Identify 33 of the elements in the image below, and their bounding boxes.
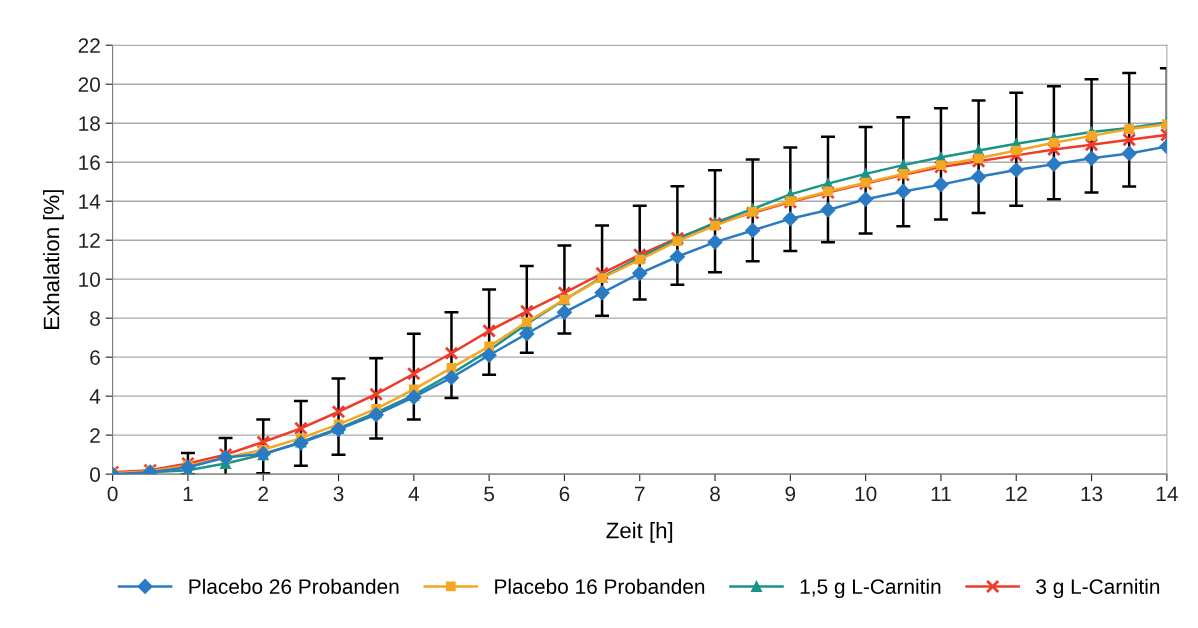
legend-label: 3 g L-Carnitin bbox=[1036, 578, 1160, 599]
legend-label: Placebo 26 Probanden bbox=[189, 578, 399, 594]
legend-label: Placebo 16 Probanden bbox=[495, 578, 705, 594]
x-tick-label: 9 bbox=[785, 486, 796, 502]
legend-label: 1,5 g L-Carnitin bbox=[800, 578, 941, 599]
y-tick-label: 22 bbox=[78, 38, 100, 53]
y-tick-label: 0 bbox=[90, 467, 100, 482]
y-axis-title: Exhalation [%] bbox=[43, 190, 64, 329]
y-tick-label: 8 bbox=[90, 311, 100, 326]
x-tick-label: 12 bbox=[1006, 486, 1027, 502]
x-tick-label: 3 bbox=[333, 486, 344, 502]
x-tick-label: 4 bbox=[408, 486, 420, 502]
y-tick-label: 14 bbox=[79, 194, 101, 209]
y-tick-label: 2 bbox=[90, 428, 100, 443]
x-tick-label: 14 bbox=[1156, 486, 1178, 502]
x-tick-label: 2 bbox=[258, 486, 268, 502]
y-tick-label: 20 bbox=[78, 77, 100, 92]
y-tick-label: 12 bbox=[79, 233, 100, 248]
x-tick-label: 11 bbox=[931, 486, 951, 502]
y-tick-label: 4 bbox=[89, 389, 101, 404]
x-tick-label: 10 bbox=[855, 486, 877, 502]
y-tick-label: 18 bbox=[79, 116, 100, 131]
y-tick-label: 10 bbox=[79, 272, 100, 287]
x-tick-label: 8 bbox=[710, 486, 720, 502]
x-tick-label: 7 bbox=[635, 486, 645, 502]
x-tick-label: 1 bbox=[183, 486, 193, 502]
x-tick-label: 5 bbox=[484, 486, 495, 502]
y-tick-label: 16 bbox=[79, 155, 100, 170]
y-tick-label: 6 bbox=[90, 350, 100, 365]
x-axis-title: Zeit [h] bbox=[606, 522, 673, 543]
x-tick-label: 6 bbox=[559, 486, 570, 502]
x-tick-label: 13 bbox=[1081, 486, 1103, 502]
x-tick-label: 0 bbox=[107, 486, 118, 502]
